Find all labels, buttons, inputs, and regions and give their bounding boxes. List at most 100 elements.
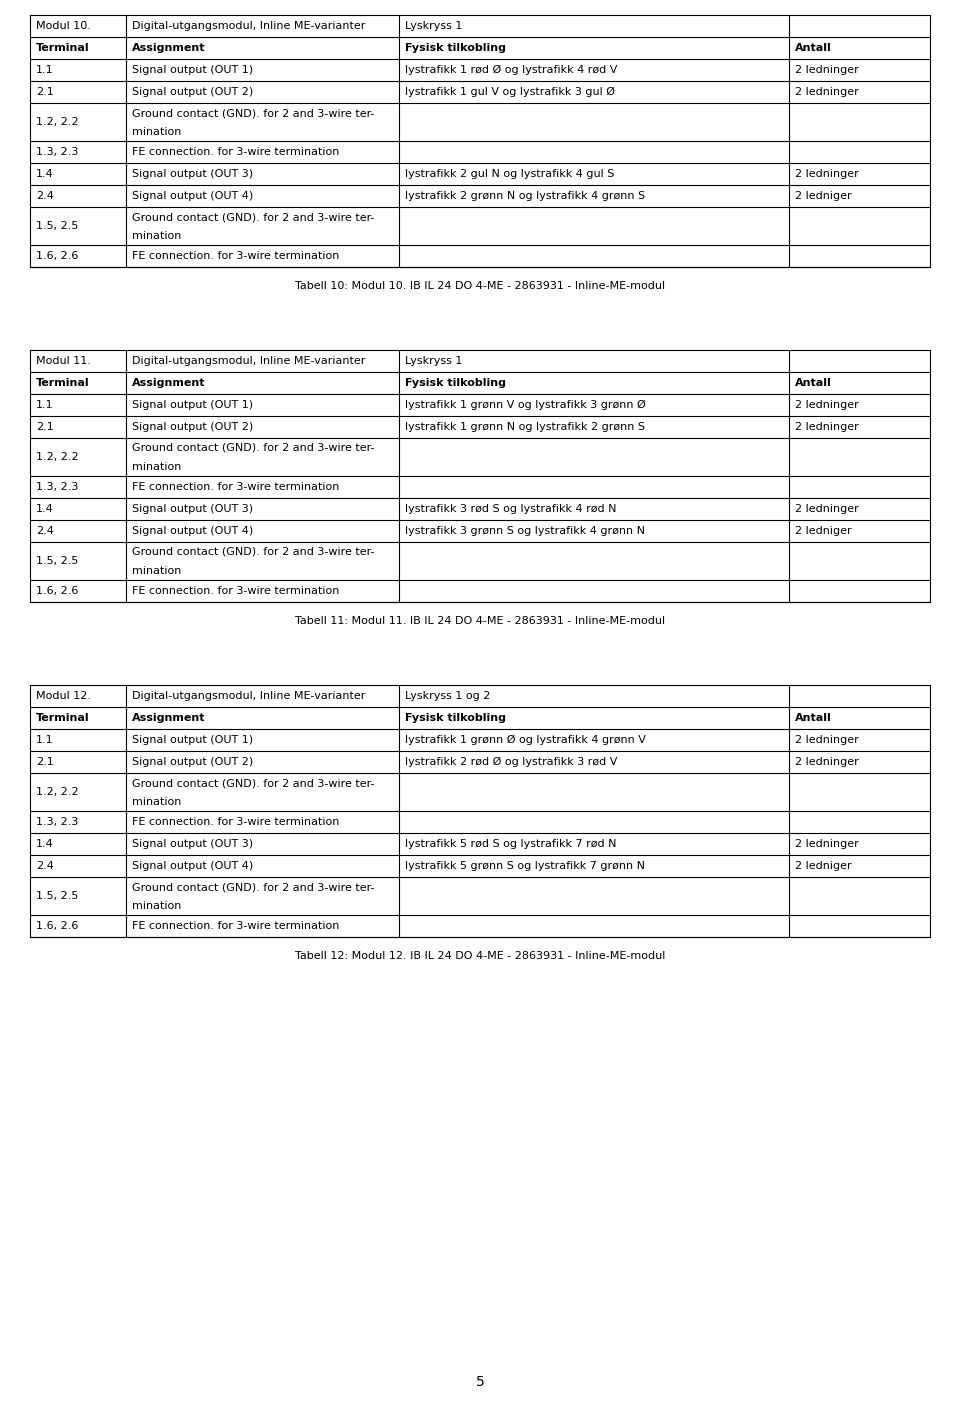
Text: Antall: Antall xyxy=(795,44,831,53)
Text: Assignment: Assignment xyxy=(132,44,205,53)
Text: 2 ledninger: 2 ledninger xyxy=(795,87,858,97)
Text: Fysisk tilkobling: Fysisk tilkobling xyxy=(405,44,506,53)
Text: Lyskryss 1: Lyskryss 1 xyxy=(405,21,463,31)
Text: Terminal: Terminal xyxy=(36,378,89,388)
Text: Signal output (OUT 3): Signal output (OUT 3) xyxy=(132,504,253,514)
Text: Signal output (OUT 4): Signal output (OUT 4) xyxy=(132,191,253,201)
Text: Modul 11.: Modul 11. xyxy=(36,357,91,366)
Text: Antall: Antall xyxy=(795,378,831,388)
Text: 2 ledninger: 2 ledninger xyxy=(795,736,858,746)
Text: 5: 5 xyxy=(475,1375,485,1389)
Text: 1.5, 2.5: 1.5, 2.5 xyxy=(36,220,79,232)
Text: Lyskryss 1 og 2: Lyskryss 1 og 2 xyxy=(405,691,491,701)
Text: 2 ledniger: 2 ledniger xyxy=(795,526,852,536)
Text: 1.6, 2.6: 1.6, 2.6 xyxy=(36,251,79,261)
Text: Terminal: Terminal xyxy=(36,44,89,53)
Text: FE connection. for 3-wire termination: FE connection. for 3-wire termination xyxy=(132,585,340,597)
Text: FE connection. for 3-wire termination: FE connection. for 3-wire termination xyxy=(132,817,340,827)
Text: Signal output (OUT 2): Signal output (OUT 2) xyxy=(132,757,253,767)
Text: Ground contact (GND). for 2 and 3-wire ter-: Ground contact (GND). for 2 and 3-wire t… xyxy=(132,108,374,118)
Text: 1.6, 2.6: 1.6, 2.6 xyxy=(36,585,79,597)
Text: Assignment: Assignment xyxy=(132,713,205,723)
Text: lystrafikk 5 grønn S og lystrafikk 7 grønn N: lystrafikk 5 grønn S og lystrafikk 7 grø… xyxy=(405,861,645,870)
Text: Ground contact (GND). for 2 and 3-wire ter-: Ground contact (GND). for 2 and 3-wire t… xyxy=(132,778,374,788)
Text: 2 ledninger: 2 ledninger xyxy=(795,504,858,514)
Text: Terminal: Terminal xyxy=(36,713,89,723)
Text: 1.3, 2.3: 1.3, 2.3 xyxy=(36,482,79,491)
Text: lystrafikk 2 grønn N og lystrafikk 4 grønn S: lystrafikk 2 grønn N og lystrafikk 4 grø… xyxy=(405,191,645,201)
Text: Ground contact (GND). for 2 and 3-wire ter-: Ground contact (GND). for 2 and 3-wire t… xyxy=(132,444,374,453)
Text: lystrafikk 1 rød Ø og lystrafikk 4 rød V: lystrafikk 1 rød Ø og lystrafikk 4 rød V xyxy=(405,65,617,74)
Text: lystrafikk 3 grønn S og lystrafikk 4 grønn N: lystrafikk 3 grønn S og lystrafikk 4 grø… xyxy=(405,526,645,536)
Text: lystrafikk 5 rød S og lystrafikk 7 rød N: lystrafikk 5 rød S og lystrafikk 7 rød N xyxy=(405,840,616,849)
Text: Signal output (OUT 2): Signal output (OUT 2) xyxy=(132,423,253,432)
Text: 1.4: 1.4 xyxy=(36,504,54,514)
Text: Signal output (OUT 1): Signal output (OUT 1) xyxy=(132,736,253,746)
Text: lystrafikk 3 rød S og lystrafikk 4 rød N: lystrafikk 3 rød S og lystrafikk 4 rød N xyxy=(405,504,616,514)
Text: Ground contact (GND). for 2 and 3-wire ter-: Ground contact (GND). for 2 and 3-wire t… xyxy=(132,882,374,892)
Text: Digital-utgangsmodul, Inline ME-varianter: Digital-utgangsmodul, Inline ME-variante… xyxy=(132,21,366,31)
Text: Digital-utgangsmodul, Inline ME-varianter: Digital-utgangsmodul, Inline ME-variante… xyxy=(132,691,366,701)
Text: 2.4: 2.4 xyxy=(36,191,54,201)
Text: mination: mination xyxy=(132,797,181,807)
Text: Modul 12.: Modul 12. xyxy=(36,691,91,701)
Text: FE connection. for 3-wire termination: FE connection. for 3-wire termination xyxy=(132,251,340,261)
Text: 2 ledninger: 2 ledninger xyxy=(795,757,858,767)
Text: Signal output (OUT 3): Signal output (OUT 3) xyxy=(132,168,253,178)
Text: Tabell 10: Modul 10. IB IL 24 DO 4-ME - 2863931 - Inline-ME-modul: Tabell 10: Modul 10. IB IL 24 DO 4-ME - … xyxy=(295,281,665,291)
Text: 1.5, 2.5: 1.5, 2.5 xyxy=(36,892,79,901)
Text: 2.1: 2.1 xyxy=(36,87,54,97)
Text: 2.1: 2.1 xyxy=(36,757,54,767)
Text: Assignment: Assignment xyxy=(132,378,205,388)
Text: 2 ledniger: 2 ledniger xyxy=(795,191,852,201)
Text: Fysisk tilkobling: Fysisk tilkobling xyxy=(405,713,506,723)
Text: lystrafikk 1 gul V og lystrafikk 3 gul Ø: lystrafikk 1 gul V og lystrafikk 3 gul Ø xyxy=(405,87,615,97)
Text: Lyskryss 1: Lyskryss 1 xyxy=(405,357,463,366)
Text: 2.4: 2.4 xyxy=(36,861,54,870)
Text: mination: mination xyxy=(132,566,181,576)
Text: lystrafikk 1 grønn Ø og lystrafikk 4 grønn V: lystrafikk 1 grønn Ø og lystrafikk 4 grø… xyxy=(405,734,646,746)
Text: lystrafikk 2 rød Ø og lystrafikk 3 rød V: lystrafikk 2 rød Ø og lystrafikk 3 rød V xyxy=(405,757,617,767)
Text: Signal output (OUT 4): Signal output (OUT 4) xyxy=(132,861,253,870)
Text: Signal output (OUT 3): Signal output (OUT 3) xyxy=(132,840,253,849)
Text: 2.4: 2.4 xyxy=(36,526,54,536)
Text: 2.1: 2.1 xyxy=(36,423,54,432)
Text: lystrafikk 2 gul N og lystrafikk 4 gul S: lystrafikk 2 gul N og lystrafikk 4 gul S xyxy=(405,168,614,178)
Text: 1.4: 1.4 xyxy=(36,168,54,178)
Text: Signal output (OUT 1): Signal output (OUT 1) xyxy=(132,400,253,410)
Text: Ground contact (GND). for 2 and 3-wire ter-: Ground contact (GND). for 2 and 3-wire t… xyxy=(132,548,374,557)
Text: Signal output (OUT 4): Signal output (OUT 4) xyxy=(132,526,253,536)
Text: 1.2, 2.2: 1.2, 2.2 xyxy=(36,117,79,126)
Text: FE connection. for 3-wire termination: FE connection. for 3-wire termination xyxy=(132,147,340,157)
Text: Antall: Antall xyxy=(795,713,831,723)
Text: mination: mination xyxy=(132,232,181,241)
Text: Signal output (OUT 2): Signal output (OUT 2) xyxy=(132,87,253,97)
Text: 1.4: 1.4 xyxy=(36,840,54,849)
Text: Modul 10.: Modul 10. xyxy=(36,21,91,31)
Text: Tabell 11: Modul 11. IB IL 24 DO 4-ME - 2863931 - Inline-ME-modul: Tabell 11: Modul 11. IB IL 24 DO 4-ME - … xyxy=(295,616,665,626)
Text: 2 ledninger: 2 ledninger xyxy=(795,65,858,74)
Text: Fysisk tilkobling: Fysisk tilkobling xyxy=(405,378,506,388)
Text: 1.1: 1.1 xyxy=(36,400,54,410)
Text: lystrafikk 1 grønn V og lystrafikk 3 grønn Ø: lystrafikk 1 grønn V og lystrafikk 3 grø… xyxy=(405,400,646,410)
Text: 2 ledninger: 2 ledninger xyxy=(795,840,858,849)
Text: lystrafikk 1 grønn N og lystrafikk 2 grønn S: lystrafikk 1 grønn N og lystrafikk 2 grø… xyxy=(405,423,645,432)
Text: 1.6, 2.6: 1.6, 2.6 xyxy=(36,921,79,931)
Text: 2 ledninger: 2 ledninger xyxy=(795,423,858,432)
Text: 1.3, 2.3: 1.3, 2.3 xyxy=(36,147,79,157)
Text: mination: mination xyxy=(132,462,181,472)
Text: mination: mination xyxy=(132,126,181,138)
Text: FE connection. for 3-wire termination: FE connection. for 3-wire termination xyxy=(132,921,340,931)
Text: 1.1: 1.1 xyxy=(36,65,54,74)
Text: Tabell 12: Modul 12. IB IL 24 DO 4-ME - 2863931 - Inline-ME-modul: Tabell 12: Modul 12. IB IL 24 DO 4-ME - … xyxy=(295,951,665,960)
Text: mination: mination xyxy=(132,901,181,911)
Text: 1.2, 2.2: 1.2, 2.2 xyxy=(36,788,79,797)
Text: 1.3, 2.3: 1.3, 2.3 xyxy=(36,817,79,827)
Text: 2 ledniger: 2 ledniger xyxy=(795,861,852,870)
Text: 1.2, 2.2: 1.2, 2.2 xyxy=(36,452,79,462)
Text: FE connection. for 3-wire termination: FE connection. for 3-wire termination xyxy=(132,482,340,491)
Text: Ground contact (GND). for 2 and 3-wire ter-: Ground contact (GND). for 2 and 3-wire t… xyxy=(132,212,374,222)
Text: 2 ledninger: 2 ledninger xyxy=(795,400,858,410)
Text: 1.1: 1.1 xyxy=(36,736,54,746)
Text: 1.5, 2.5: 1.5, 2.5 xyxy=(36,556,79,566)
